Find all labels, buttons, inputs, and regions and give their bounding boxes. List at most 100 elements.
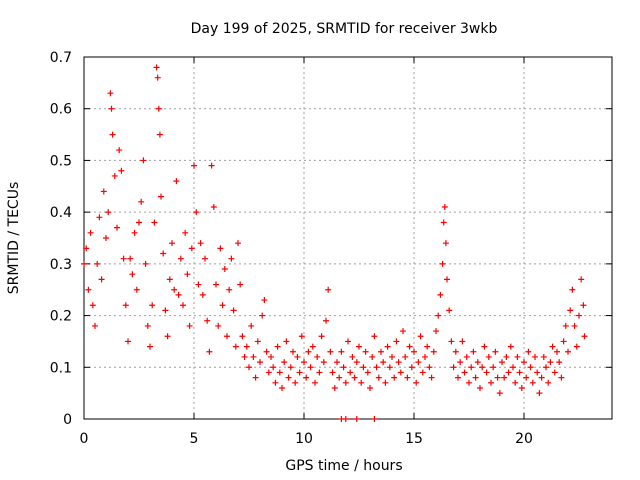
data-point (243, 343, 250, 350)
data-point (232, 343, 239, 350)
data-point (334, 359, 340, 366)
data-point (378, 348, 384, 355)
chart-title: Day 199 of 2025, SRMTID for receiver 3wk… (191, 21, 498, 37)
data-point (417, 333, 424, 340)
data-point (246, 364, 252, 371)
data-point (485, 353, 492, 360)
data-point (389, 353, 395, 360)
data-point (327, 348, 334, 355)
y-axis-title: SRMTID / TECUs (6, 182, 22, 295)
data-point (294, 353, 301, 360)
data-point (479, 364, 486, 371)
data-point (237, 281, 244, 288)
data-point (312, 379, 318, 386)
data-point (248, 322, 255, 329)
data-point (158, 193, 164, 200)
data-point (463, 353, 470, 360)
data-point (397, 369, 404, 376)
data-point (571, 322, 578, 329)
data-point (468, 364, 475, 371)
data-point (111, 172, 118, 179)
data-point (576, 312, 582, 319)
y-tick-label: 0.2 (50, 309, 72, 325)
data-point (336, 374, 343, 381)
data-point (303, 374, 310, 381)
data-point (395, 359, 402, 366)
data-point (140, 157, 147, 164)
data-point (338, 348, 345, 355)
data-point (206, 348, 213, 355)
data-point (490, 364, 497, 371)
data-point (257, 359, 263, 366)
data-point (136, 219, 142, 226)
data-point (235, 240, 241, 247)
data-point (384, 343, 391, 350)
data-point (430, 348, 437, 355)
data-point (565, 348, 571, 355)
data-point (122, 302, 129, 309)
data-point (184, 271, 191, 278)
data-point (215, 322, 222, 329)
data-point (567, 307, 574, 314)
data-point (560, 338, 567, 345)
data-point (160, 250, 167, 257)
data-point (353, 359, 360, 366)
y-tick-label: 0.1 (50, 360, 72, 376)
data-point (470, 348, 477, 355)
data-point (411, 348, 417, 355)
data-point (103, 235, 109, 241)
data-point (131, 229, 138, 236)
data-point (166, 276, 173, 283)
data-point (217, 245, 224, 252)
x-tick-label: 15 (405, 431, 423, 447)
data-point (459, 338, 466, 345)
data-point (138, 198, 145, 205)
data-point (554, 348, 560, 355)
data-point (342, 416, 349, 422)
data-point (323, 317, 329, 324)
data-point (307, 364, 314, 371)
data-point (169, 240, 175, 247)
data-point (404, 374, 411, 381)
data-point (316, 369, 323, 376)
data-point (525, 348, 532, 355)
data-point (290, 348, 296, 355)
data-point (551, 369, 558, 376)
data-point (347, 369, 354, 376)
data-point (199, 291, 206, 298)
data-point (501, 374, 508, 381)
data-point (472, 374, 479, 381)
data-point (391, 374, 398, 381)
data-point (92, 322, 98, 329)
data-point (221, 266, 228, 273)
data-point (154, 74, 161, 81)
data-point (301, 359, 307, 366)
data-point (213, 281, 219, 288)
data-point (466, 379, 472, 386)
data-point (362, 348, 369, 355)
data-point (492, 348, 499, 355)
data-point (108, 105, 115, 112)
data-point (83, 245, 90, 252)
data-point (510, 364, 516, 371)
data-point (125, 338, 131, 345)
data-point (239, 333, 246, 340)
data-point (503, 353, 510, 360)
data-point (81, 260, 87, 267)
data-point (477, 384, 483, 391)
data-point (153, 64, 160, 71)
data-point (536, 390, 543, 397)
x-axis-title: GPS time / hours (285, 458, 402, 474)
data-point (373, 364, 380, 371)
data-point (116, 147, 123, 154)
data-point (285, 374, 292, 381)
data-point (331, 384, 338, 391)
data-point (558, 374, 565, 381)
data-point (298, 333, 305, 340)
data-point (540, 353, 547, 360)
data-point (450, 364, 457, 371)
data-point (371, 416, 378, 422)
data-point (419, 369, 426, 376)
data-point (342, 379, 349, 386)
data-point (422, 353, 428, 360)
